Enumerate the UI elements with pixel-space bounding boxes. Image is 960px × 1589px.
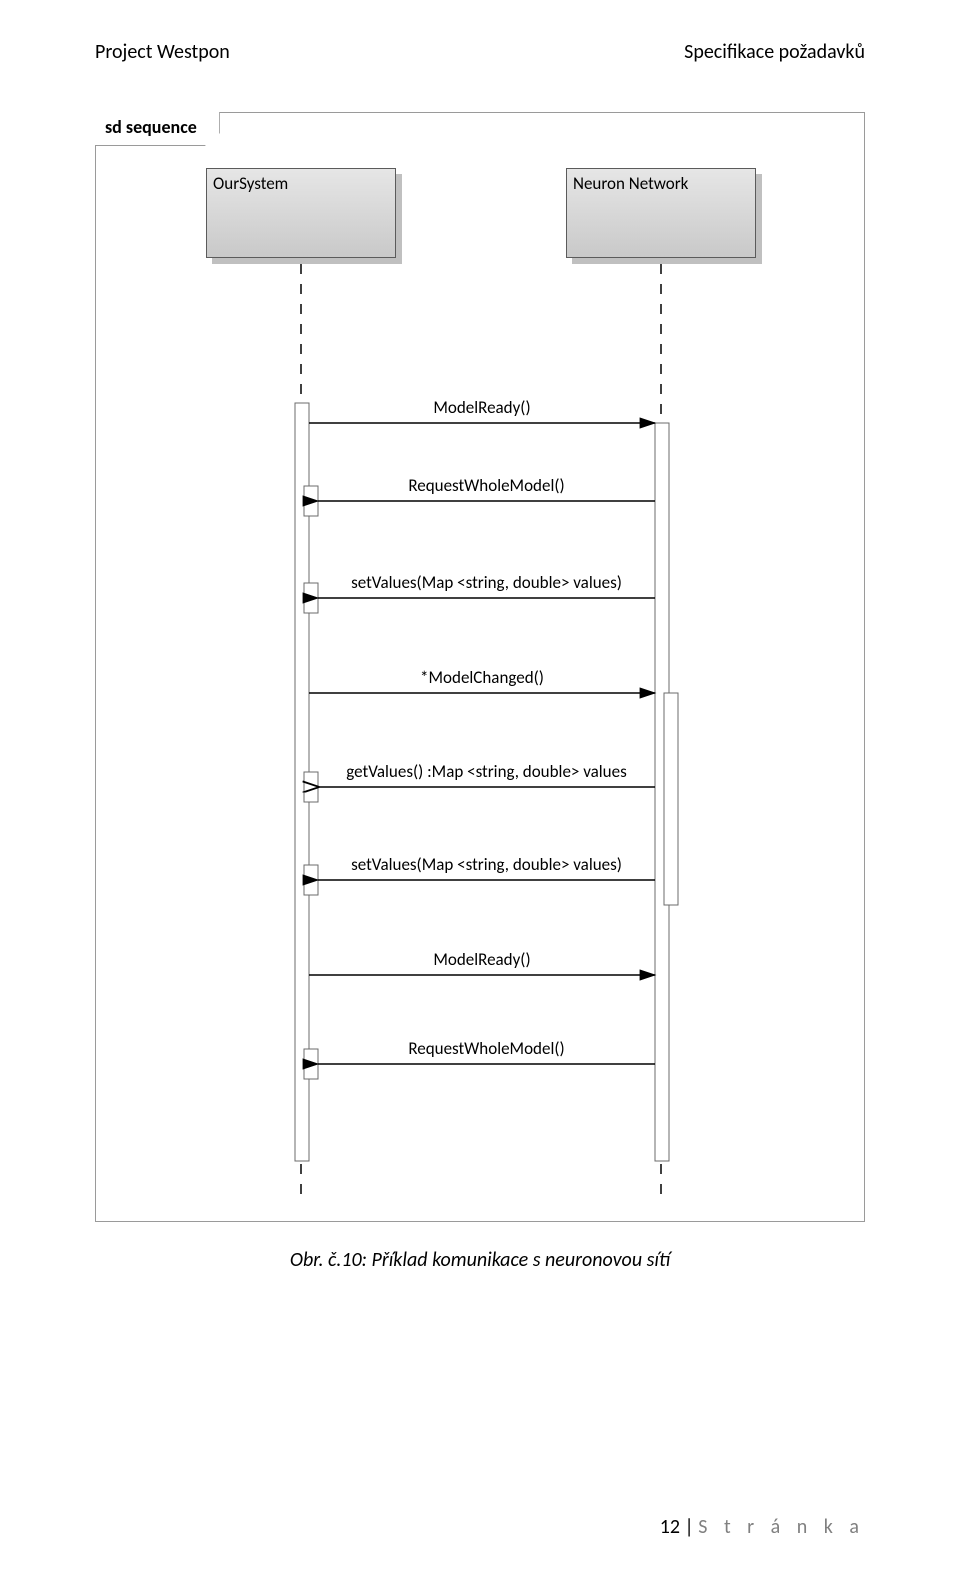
page-number: 12	[660, 1515, 680, 1539]
sequence-diagram: sd sequence OurSystemNeuron NetworkModel…	[95, 112, 865, 1222]
message-label: getValues() :Map <string, double> values	[318, 761, 655, 782]
header-right: Specifikace požadavků	[684, 40, 865, 64]
header-left: Project Westpon	[95, 40, 230, 64]
message-label: *ModelChanged()	[309, 667, 655, 688]
page-header: Project Westpon Specifikace požadavků	[95, 40, 865, 64]
page-footer: 12 | S t r á n k a	[660, 1515, 865, 1539]
message-label: ModelReady()	[309, 949, 655, 970]
message-label: RequestWholeModel()	[318, 1038, 655, 1059]
message-label: setValues(Map <string, double> values)	[318, 572, 655, 593]
message-label: setValues(Map <string, double> values)	[318, 854, 655, 875]
page: Project Westpon Specifikace požadavků sd…	[0, 0, 960, 1589]
lifeline-p2: Neuron Network	[566, 168, 756, 258]
lifeline-p1: OurSystem	[206, 168, 396, 258]
message-label: RequestWholeModel()	[318, 475, 655, 496]
page-label: S t r á n k a	[698, 1515, 865, 1539]
message-label: ModelReady()	[309, 397, 655, 418]
figure-caption: Obr. č.10: Příklad komunikace s neuronov…	[95, 1248, 865, 1272]
